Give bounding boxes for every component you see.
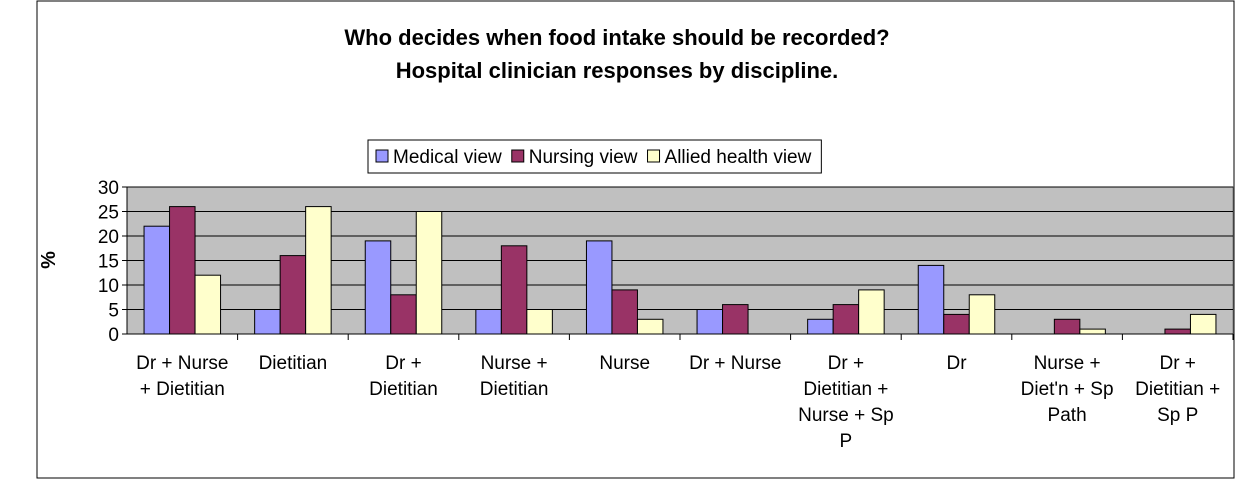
- x-tick-label-line: Dr: [946, 353, 967, 374]
- x-tick-label: Nurse + Dietitian: [480, 353, 549, 400]
- y-tick-label: 25: [98, 203, 119, 224]
- bar: [279, 255, 307, 335]
- x-tick-label-line: Nurse +: [481, 353, 548, 374]
- bar: [1053, 318, 1081, 335]
- x-tick-label: Dr + Dietitian: [369, 353, 438, 400]
- x-tick-label-line: Nurse + Sp: [798, 405, 894, 426]
- bar: [194, 274, 222, 335]
- bar: [169, 206, 196, 335]
- bar: [254, 309, 281, 335]
- y-tick-label: 5: [108, 301, 119, 322]
- y-tick-label: 10: [98, 276, 119, 297]
- legend-label: Nursing view: [529, 147, 638, 168]
- x-tick-label-line: Dietitian: [369, 379, 438, 400]
- bar: [943, 313, 970, 335]
- legend-swatch: [511, 149, 525, 163]
- x-tick-label: Dr + Nurse + Dietitian: [136, 353, 228, 400]
- bar: [832, 304, 860, 335]
- bar: [500, 245, 528, 335]
- x-tick-label-line: Diet'n + Sp: [1021, 379, 1114, 400]
- x-tick-label-line: Dr + Nurse: [689, 353, 781, 374]
- x-tick-label-line: Nurse +: [1034, 353, 1101, 374]
- bar: [364, 240, 392, 335]
- bar: [1189, 313, 1217, 335]
- x-tick-label: Dietitian: [259, 353, 328, 374]
- legend-label: Allied health view: [665, 147, 812, 168]
- x-tick-label: Nurse + Diet'n + Sp Path: [1021, 353, 1114, 426]
- legend-box: [367, 139, 822, 174]
- bar: [858, 289, 885, 335]
- x-tick-label: Dr: [946, 353, 967, 374]
- chart-title: Who decides when food intake should be r…: [344, 25, 889, 50]
- bar: [722, 304, 749, 335]
- bar: [1079, 328, 1106, 335]
- x-tick-label-line: Dietitian +: [803, 379, 888, 400]
- x-tick-label-line: Dr +: [385, 353, 421, 374]
- x-tick-label-line: P: [840, 431, 853, 452]
- x-tick-label-line: Dietitian: [480, 379, 549, 400]
- y-tick-label: 30: [98, 178, 119, 199]
- y-tick-label: 20: [98, 227, 119, 248]
- bar: [585, 240, 613, 335]
- y-tick-label: 0: [108, 325, 119, 346]
- bar: [968, 294, 996, 335]
- chart-title: Hospital clinician responses by discipli…: [396, 58, 839, 83]
- bar: [390, 294, 417, 335]
- x-tick-label: Nurse: [599, 353, 650, 374]
- legend-swatch: [647, 149, 661, 163]
- bar: [1164, 328, 1191, 335]
- x-tick-label-line: + Dietitian: [140, 379, 225, 400]
- bar: [917, 264, 945, 335]
- legend-swatch: [375, 149, 389, 163]
- y-axis-label: %: [38, 251, 60, 269]
- y-tick-label: 15: [98, 252, 119, 273]
- x-tick-label-line: Path: [1048, 405, 1087, 426]
- x-tick-label-line: Dietitian +: [1135, 379, 1220, 400]
- x-tick-label: Dr + Nurse: [689, 353, 781, 374]
- x-tick-label: Dr + Dietitian + Sp P: [1135, 353, 1220, 426]
- x-tick-label-line: Dr +: [828, 353, 864, 374]
- bar: [611, 289, 638, 335]
- x-tick-label-line: Dr + Nurse: [136, 353, 228, 374]
- bar: [415, 211, 443, 335]
- bar: [636, 318, 664, 335]
- bar: [305, 206, 332, 335]
- x-tick-label-line: Sp P: [1157, 405, 1198, 426]
- x-tick-label: Dr + Dietitian + Nurse + Sp P: [798, 353, 894, 452]
- x-tick-label-line: Nurse: [599, 353, 650, 374]
- x-tick-label-line: Dietitian: [259, 353, 328, 374]
- bar: [143, 225, 171, 335]
- bar: [475, 309, 502, 335]
- x-tick-label-line: Dr +: [1159, 353, 1195, 374]
- bar: [526, 309, 553, 335]
- bar: [807, 318, 834, 335]
- legend-label: Medical view: [393, 147, 502, 168]
- bar: [696, 309, 724, 335]
